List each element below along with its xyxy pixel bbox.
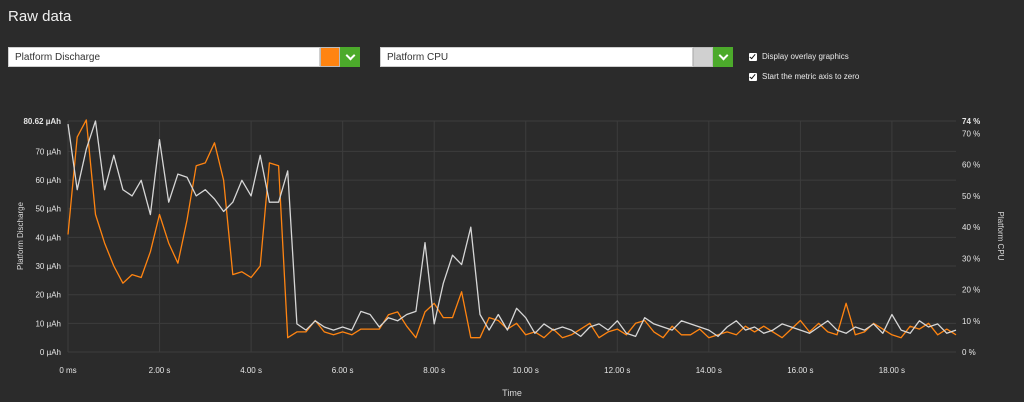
x-tick-label: 10.00 s [513, 366, 539, 375]
right-y-tick-label: 0 % [962, 348, 976, 357]
left-y-tick-label: 80.62 µAh [23, 117, 61, 126]
right-y-tick-label: 20 % [962, 286, 980, 295]
axis-zero-option[interactable]: Start the metric axis to zero [749, 72, 859, 81]
right-y-tick-label: 70 % [962, 129, 980, 138]
left-metric-select-value[interactable]: Platform Discharge [8, 47, 320, 67]
x-axis: 0 ms 2.00 s 4.00 s 6.00 s 8.00 s 10.00 s 12.00… [59, 366, 905, 375]
chart-grid [67, 120, 956, 353]
x-tick-label: 16.00 s [787, 366, 813, 375]
x-tick-label: 12.00 s [604, 366, 630, 375]
x-tick-label: 18.00 s [879, 366, 905, 375]
right-y-tick-label: 74 % [962, 117, 980, 126]
left-metric-color-swatch[interactable] [320, 47, 340, 67]
x-tick-label: 6.00 s [332, 366, 354, 375]
overlay-graphics-label: Display overlay graphics [762, 52, 849, 61]
left-y-tick-label: 20 µAh [35, 291, 61, 300]
left-metric-dropdown-button[interactable] [340, 47, 360, 67]
left-y-tick-label: 40 µAh [35, 233, 61, 242]
right-metric-select[interactable]: Platform CPU [380, 47, 733, 67]
left-y-tick-label: 60 µAh [35, 176, 61, 185]
platform-discharge-series-line [67, 119, 957, 339]
left-y-tick-label: 0 µAh [40, 348, 61, 357]
right-y-axis: 0 % 10 % 20 % 30 % 40 % 50 % 60 % 70 % 74 % [962, 117, 980, 357]
x-tick-label: 8.00 s [423, 366, 445, 375]
right-metric-select-value[interactable]: Platform CPU [380, 47, 693, 67]
left-y-tick-label: 70 µAh [35, 147, 61, 156]
left-metric-select[interactable]: Platform Discharge [8, 47, 360, 67]
overlay-graphics-option[interactable]: Display overlay graphics [749, 52, 849, 61]
left-y-axis-label: Platform Discharge [16, 201, 25, 270]
right-y-tick-label: 40 % [962, 223, 980, 232]
right-y-tick-label: 30 % [962, 254, 980, 263]
page-title: Raw data [8, 8, 72, 25]
x-axis-label: Time [502, 388, 522, 398]
check-icon[interactable] [749, 52, 757, 61]
platform-cpu-series-line [67, 120, 957, 338]
right-metric-color-swatch[interactable] [693, 47, 713, 67]
axis-zero-label: Start the metric axis to zero [762, 72, 860, 81]
right-y-tick-label: 50 % [962, 192, 980, 201]
right-y-axis-label: Platform CPU [996, 212, 1005, 261]
x-tick-label: 0 ms [59, 366, 76, 375]
x-tick-label: 2.00 s [149, 366, 171, 375]
chart-series [67, 119, 957, 339]
x-tick-label: 4.00 s [240, 366, 262, 375]
right-y-tick-label: 10 % [962, 317, 980, 326]
left-y-tick-label: 50 µAh [35, 205, 61, 214]
x-tick-label: 14.00 s [696, 366, 722, 375]
right-y-tick-label: 60 % [962, 161, 980, 170]
right-metric-dropdown-button[interactable] [713, 47, 733, 67]
left-y-axis: 0 µAh 10 µAh 20 µAh 30 µAh 40 µAh 50 µAh 60 µA… [23, 117, 61, 357]
left-y-tick-label: 10 µAh [35, 319, 61, 328]
left-y-tick-label: 30 µAh [35, 262, 61, 271]
check-icon[interactable] [749, 72, 757, 81]
